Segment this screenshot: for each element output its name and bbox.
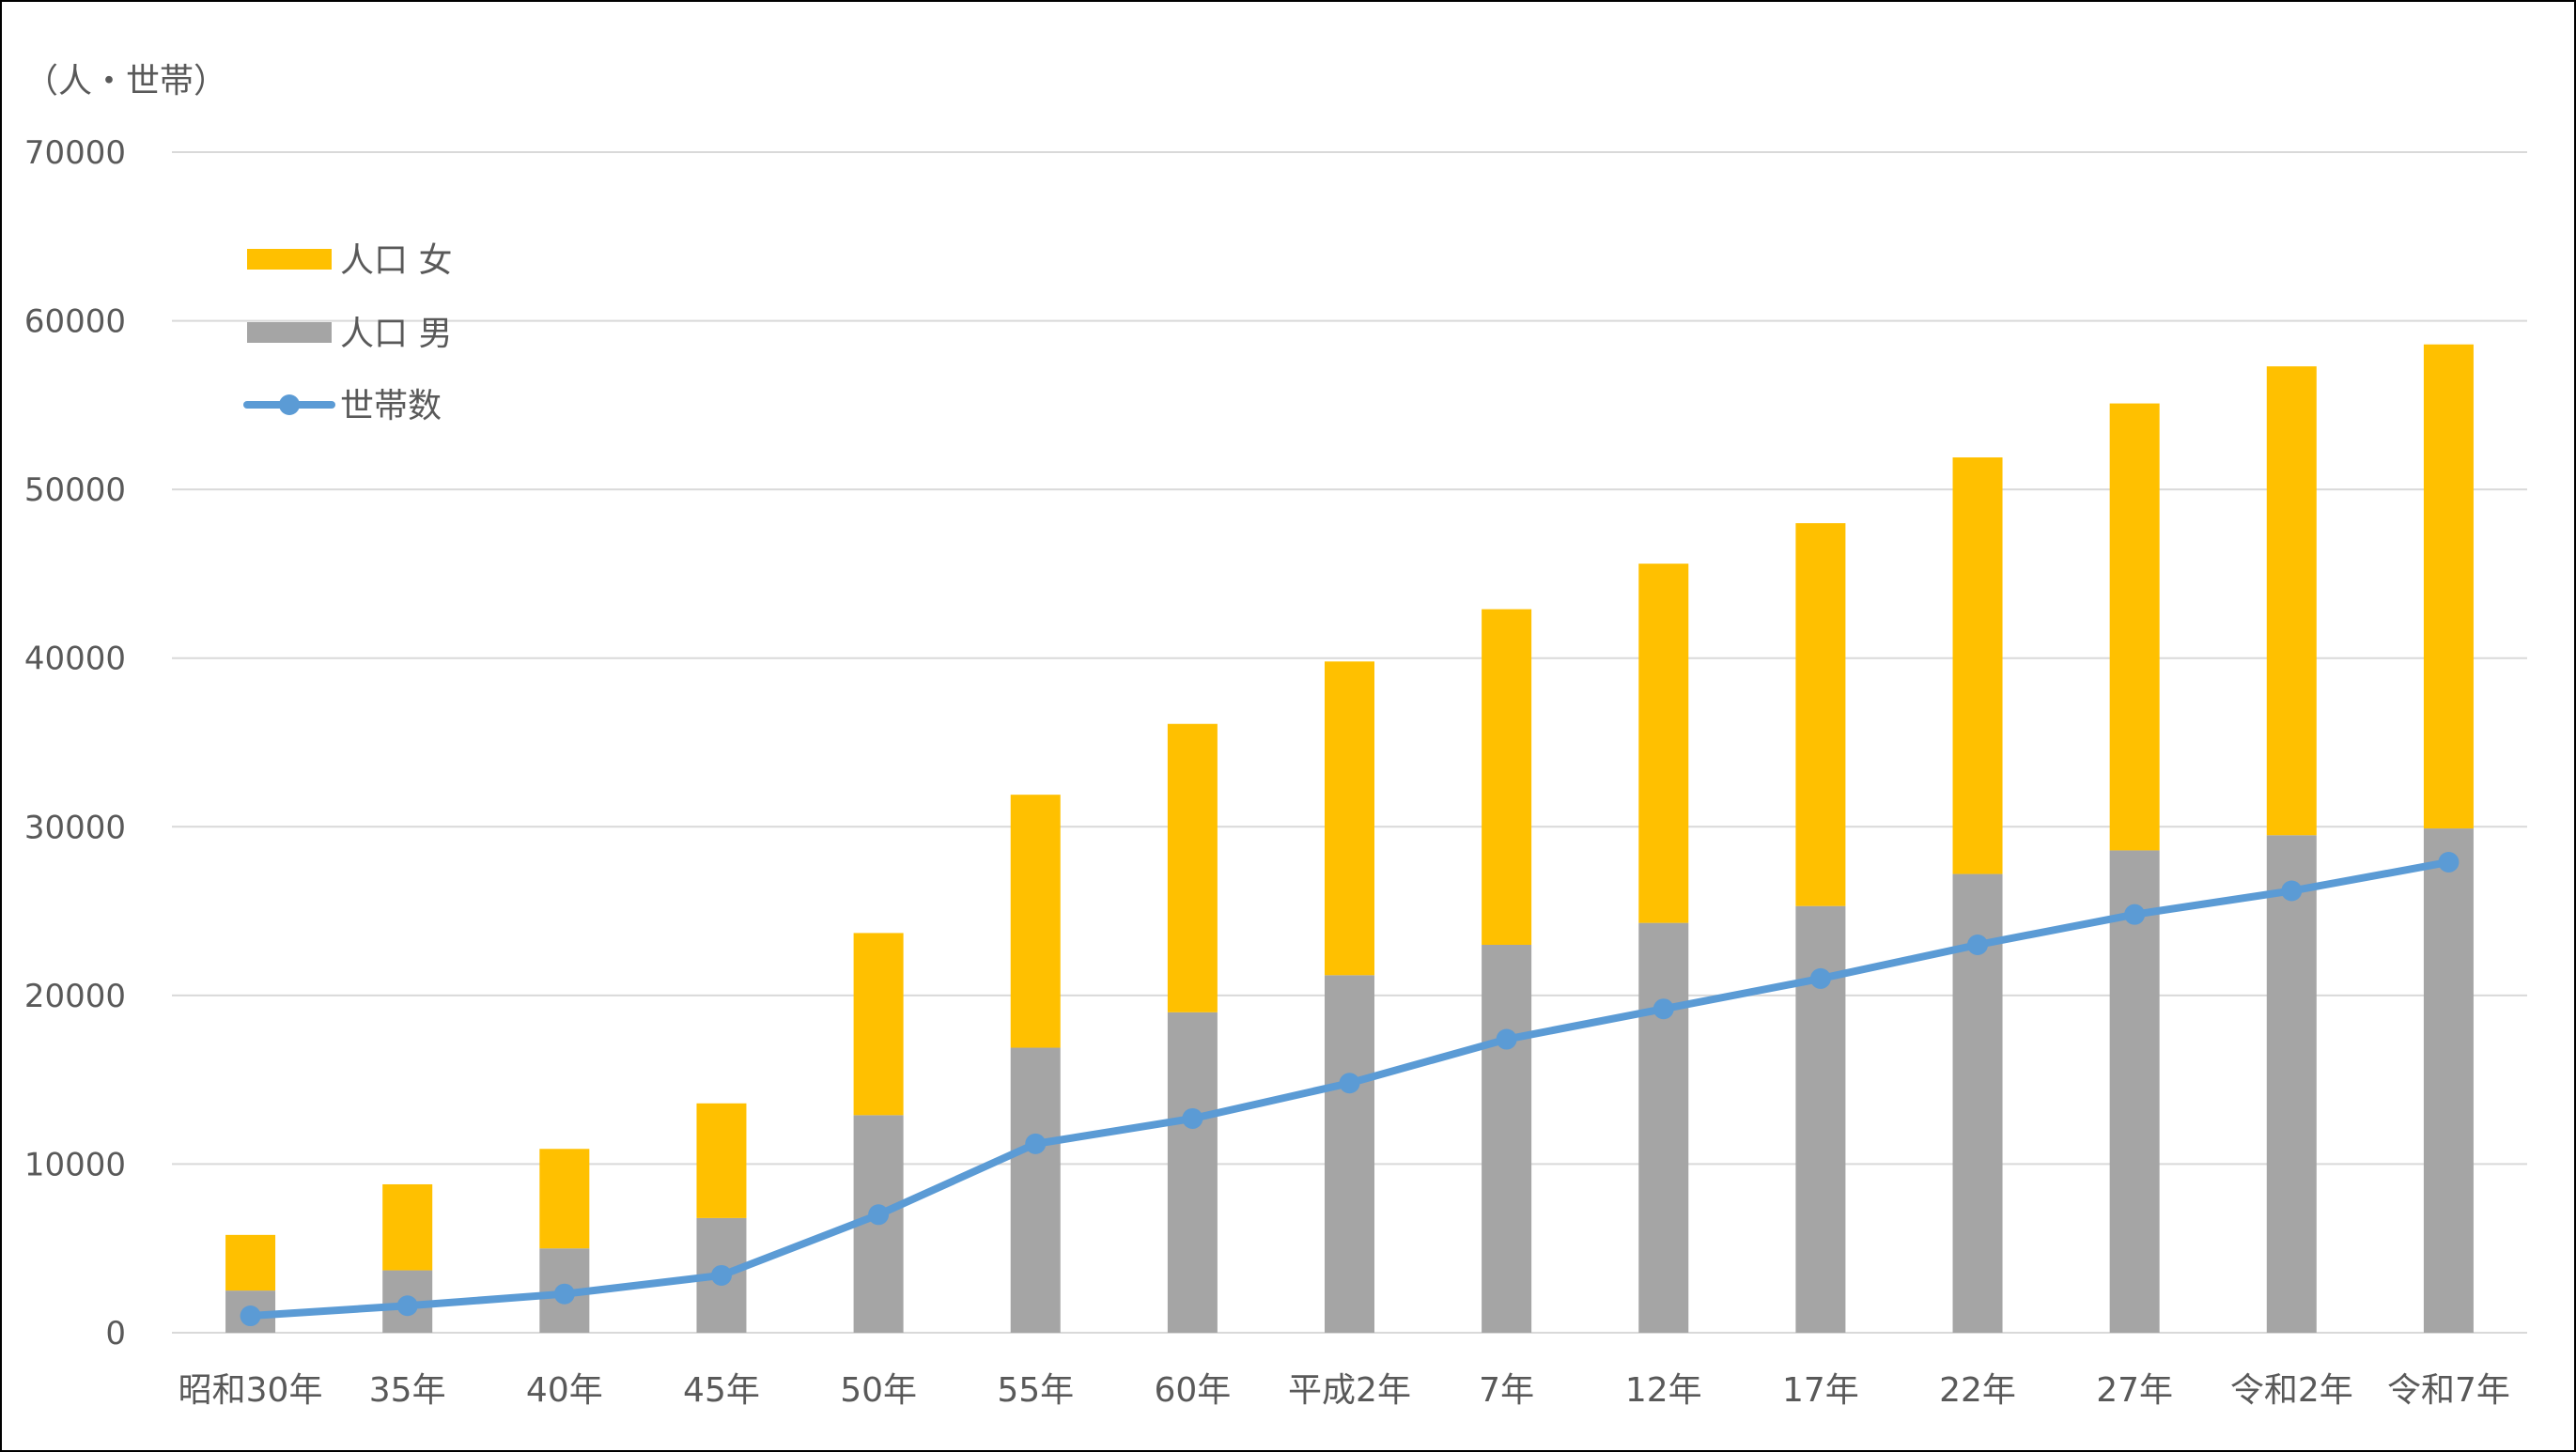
x-tick-label: 50年 [840, 1371, 917, 1410]
y-tick-label: 50000 [24, 471, 126, 509]
bar-male [2423, 828, 2474, 1333]
household-point [553, 1283, 575, 1305]
bar-female [1010, 795, 1061, 1048]
x-tick-label: 27年 [2096, 1371, 2173, 1410]
bar-male [1325, 975, 1374, 1333]
bar-female [539, 1149, 590, 1249]
bar-female [1482, 609, 1532, 945]
bar-female [2266, 366, 2317, 836]
household-point [1025, 1133, 1047, 1154]
bar-male [1010, 1047, 1061, 1333]
x-tick-label: 平成2年 [1288, 1371, 1411, 1410]
y-tick-label: 20000 [24, 978, 126, 1015]
legend-label: 世帯数 [340, 387, 442, 425]
bar-female [225, 1234, 276, 1291]
legend-label: 人口 男 [340, 315, 452, 353]
x-tick-label: 12年 [1625, 1371, 1702, 1410]
household-point [868, 1204, 890, 1226]
legend-swatch-marker [279, 394, 300, 415]
bar-female [382, 1183, 433, 1271]
legend-swatch [247, 322, 332, 343]
household-point [710, 1264, 732, 1286]
bar-male [1482, 944, 1532, 1333]
household-point [2438, 851, 2460, 873]
bar-female [2423, 344, 2474, 829]
bar-male [1638, 922, 1689, 1333]
y-axis-ticks: 0 10000 20000 30000 40000 50000 60000 70000 [24, 134, 126, 1352]
x-tick-label: 40年 [526, 1371, 603, 1410]
household-point [1653, 998, 1674, 1020]
household-point [1496, 1028, 1517, 1050]
x-tick-label: 55年 [997, 1371, 1074, 1410]
legend-swatch [247, 249, 332, 270]
x-tick-label: 令和7年 [2387, 1371, 2510, 1410]
household-point [2124, 904, 2146, 925]
bar-male [1167, 1012, 1218, 1333]
bars [225, 344, 2474, 1333]
household-line [240, 851, 2460, 1327]
household-point [2281, 880, 2303, 902]
bar-female [1795, 523, 1846, 906]
bar-female [2109, 403, 2160, 851]
y-tick-label: 10000 [24, 1146, 126, 1183]
x-tick-label: 7年 [1479, 1371, 1534, 1410]
x-tick-label: 17年 [1782, 1371, 1859, 1410]
bar-female [1167, 723, 1218, 1012]
bar-female [1325, 661, 1374, 976]
x-tick-label: 45年 [683, 1371, 760, 1410]
y-tick-label: 40000 [24, 641, 126, 678]
x-tick-label: 35年 [369, 1371, 446, 1410]
household-point [396, 1295, 418, 1317]
unit-label: （人・世帯） [24, 62, 227, 100]
y-tick-label: 30000 [24, 809, 126, 846]
y-tick-label: 70000 [24, 134, 126, 172]
bar-female [1638, 564, 1689, 923]
y-tick-label: 60000 [24, 303, 126, 341]
x-axis-ticks: 昭和30年 35年 40年 45年 50年 55年 60年 平成2年 7年 12年 17年 22年 27… [178, 1371, 2510, 1410]
household-point [240, 1305, 261, 1327]
legend-label: 人口 女 [340, 241, 452, 280]
x-tick-label: 昭和30年 [178, 1371, 323, 1410]
bar-female [696, 1103, 747, 1218]
bar-female [853, 933, 904, 1116]
household-point [1339, 1073, 1360, 1094]
x-tick-label: 令和2年 [2230, 1371, 2353, 1410]
y-tick-label: 0 [105, 1315, 126, 1352]
household-point [1967, 934, 1989, 955]
household-point [1809, 967, 1831, 989]
x-tick-label: 60年 [1154, 1371, 1231, 1410]
x-tick-label: 22年 [1939, 1371, 2016, 1410]
bar-male [2109, 850, 2160, 1333]
bar-female [1952, 457, 2003, 874]
household-point [1182, 1107, 1203, 1129]
bar-male [2266, 835, 2317, 1333]
